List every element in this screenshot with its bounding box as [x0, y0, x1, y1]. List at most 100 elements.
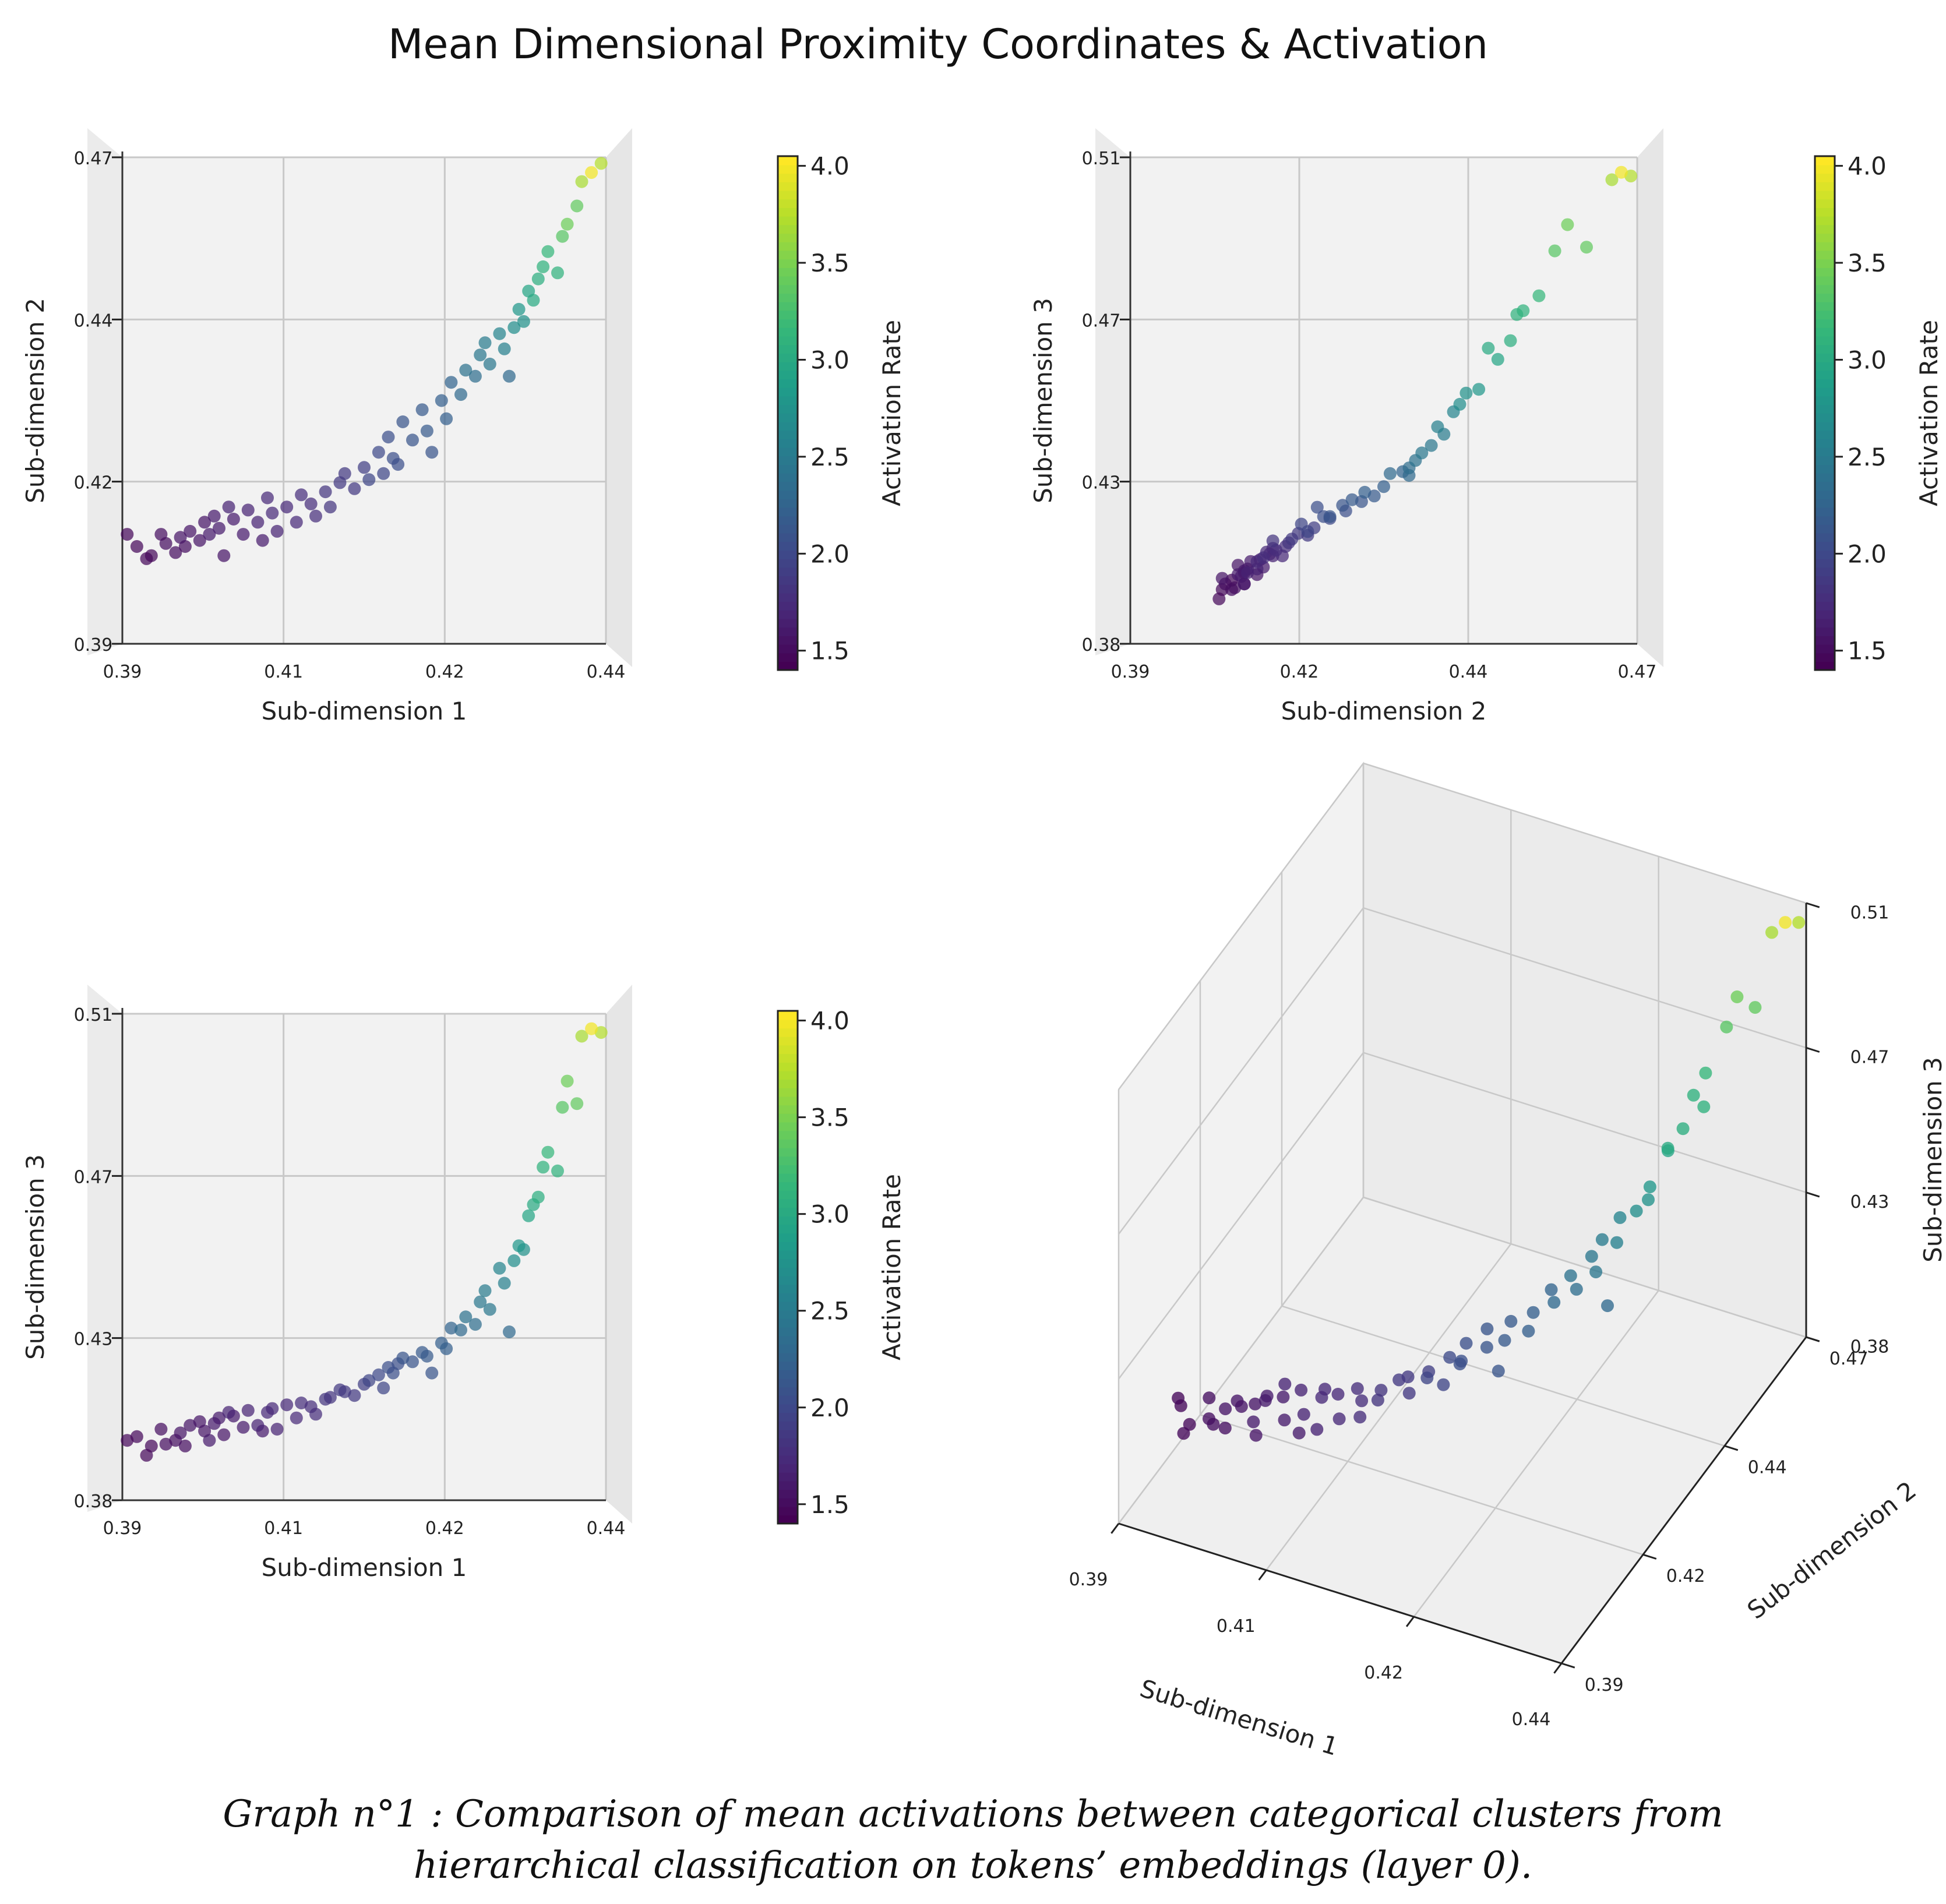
scatter-point-3d: [1564, 1269, 1577, 1282]
colorbar-segment: [778, 618, 798, 628]
colorbar-segment: [778, 1275, 798, 1285]
scatter-point: [372, 446, 385, 459]
colorbar-segment: [1815, 370, 1835, 379]
scatter-point: [1491, 352, 1504, 366]
scatter-point-3d: [1402, 1387, 1416, 1400]
scatter-point-3d: [1249, 1397, 1262, 1411]
scatter-point-3d: [1278, 1377, 1292, 1391]
scatter-point-3d: [1351, 1382, 1364, 1395]
scatter-point: [575, 1029, 588, 1043]
z-tick-mark: [1806, 1336, 1820, 1342]
scatter-point: [1605, 173, 1619, 186]
scatter-point: [1336, 499, 1349, 512]
colorbar-tick-label: 3.5: [810, 249, 849, 277]
scatter-point: [1482, 341, 1495, 355]
scatter-point: [507, 1254, 521, 1267]
colorbar-segment: [778, 1310, 798, 1319]
colorbar-segment: [778, 396, 798, 406]
colorbar-segment: [1815, 233, 1835, 242]
scatter-point: [319, 485, 332, 499]
scatter-point: [144, 549, 158, 562]
y-tick-label: 0.39: [1585, 1675, 1624, 1695]
scatter-point: [392, 458, 405, 471]
scatter-point-3d: [1437, 1378, 1450, 1391]
scatter-point-3d: [1765, 926, 1778, 939]
scatter-point: [1257, 551, 1270, 565]
scatter-point: [1614, 165, 1628, 179]
colorbar-segment: [778, 627, 798, 636]
scatter-point: [1415, 446, 1429, 460]
scatter-point: [193, 534, 206, 547]
scatter-point: [468, 1318, 482, 1331]
x-tick-mark: [1405, 1616, 1415, 1627]
colorbar-segment: [778, 224, 798, 234]
colorbar-segment: [1815, 404, 1835, 414]
colorbar-segment: [1815, 507, 1835, 517]
colorbar-segment: [778, 1028, 798, 1037]
scatter-point-3d: [1207, 1418, 1220, 1431]
scatter-point-3d: [1455, 1355, 1468, 1368]
colorbar-tick-label: 4.0: [810, 1007, 849, 1035]
x-tick-label: 0.44: [587, 1518, 626, 1539]
plot-pane: [1130, 157, 1637, 644]
colorbar-segment: [1815, 387, 1835, 397]
colorbar-segment: [1815, 618, 1835, 628]
scatter-point-3d: [1278, 1413, 1291, 1427]
colorbar-segment: [778, 1147, 798, 1157]
colorbar-tick-label: 4.0: [810, 152, 849, 181]
scatter-point: [420, 1349, 433, 1363]
scatter-point: [503, 369, 516, 383]
grid-line: [1118, 907, 1364, 1235]
y-tick-label: 0.47: [74, 1167, 113, 1187]
scatter-point: [159, 537, 172, 550]
grid-line: [1200, 1414, 1644, 1556]
scatter-point-3d: [1480, 1322, 1494, 1335]
side-pane-left: [87, 128, 122, 655]
colorbar-tick-label: 2.5: [1848, 443, 1887, 471]
y-tick-label: 0.44: [74, 311, 113, 331]
scatter-point: [478, 336, 492, 350]
colorbar-segment: [1815, 199, 1835, 208]
scatter-point: [425, 446, 439, 459]
scatter-point: [295, 1397, 308, 1409]
scatter-point-3d: [1601, 1299, 1614, 1313]
side-pane-left: [1095, 128, 1130, 655]
colorbar-segment: [778, 1361, 798, 1370]
colorbar-segment: [778, 284, 798, 294]
scatter-point: [130, 540, 143, 553]
scatter-point: [1431, 420, 1444, 433]
scatter-point: [440, 412, 453, 425]
scatter-point-3d: [1643, 1180, 1656, 1194]
side-pane-left: [87, 985, 122, 1512]
y-axis-label: Sub-dimension 2: [1742, 1476, 1922, 1625]
y-tick-mark: [1561, 1662, 1575, 1669]
panel-bottom-left: 0.39 0.41 0.42 0.44 0.38 0.43 0.47 0.51 Sub-dime…: [21, 985, 632, 1582]
colorbar-segment: [778, 1472, 798, 1482]
scatter-point: [406, 1355, 419, 1369]
x-tick-label: 0.42: [1364, 1663, 1403, 1683]
colorbar-segment: [1815, 447, 1835, 457]
scatter-point: [1377, 480, 1390, 493]
colorbar-segment: [778, 199, 798, 208]
colorbar-segment: [778, 293, 798, 302]
colorbar-segment: [778, 1182, 798, 1191]
colorbar-segment: [778, 1105, 798, 1114]
scatter-point: [174, 1426, 187, 1440]
colorbar-segment: [778, 344, 798, 354]
colorbar-segment: [1815, 653, 1835, 662]
scatter-point: [217, 1428, 231, 1441]
scatter-point-3d: [1219, 1402, 1232, 1416]
scatter-point: [415, 403, 429, 417]
z-tick-label: 0.51: [1850, 902, 1889, 923]
colorbar-segment: [1815, 259, 1835, 268]
colorbar-segment: [1815, 558, 1835, 568]
scatter-point: [1383, 467, 1397, 480]
colorbar-segment: [778, 653, 798, 662]
colorbar-label: Activation Rate: [1915, 320, 1943, 506]
z-tick-label: 0.38: [1850, 1337, 1889, 1357]
scatter-point: [556, 230, 569, 243]
scatter-point-3d: [1642, 1193, 1655, 1207]
scatter-point: [493, 1261, 506, 1275]
scatter-point: [1453, 397, 1466, 411]
colorbar-segment: [778, 576, 798, 585]
